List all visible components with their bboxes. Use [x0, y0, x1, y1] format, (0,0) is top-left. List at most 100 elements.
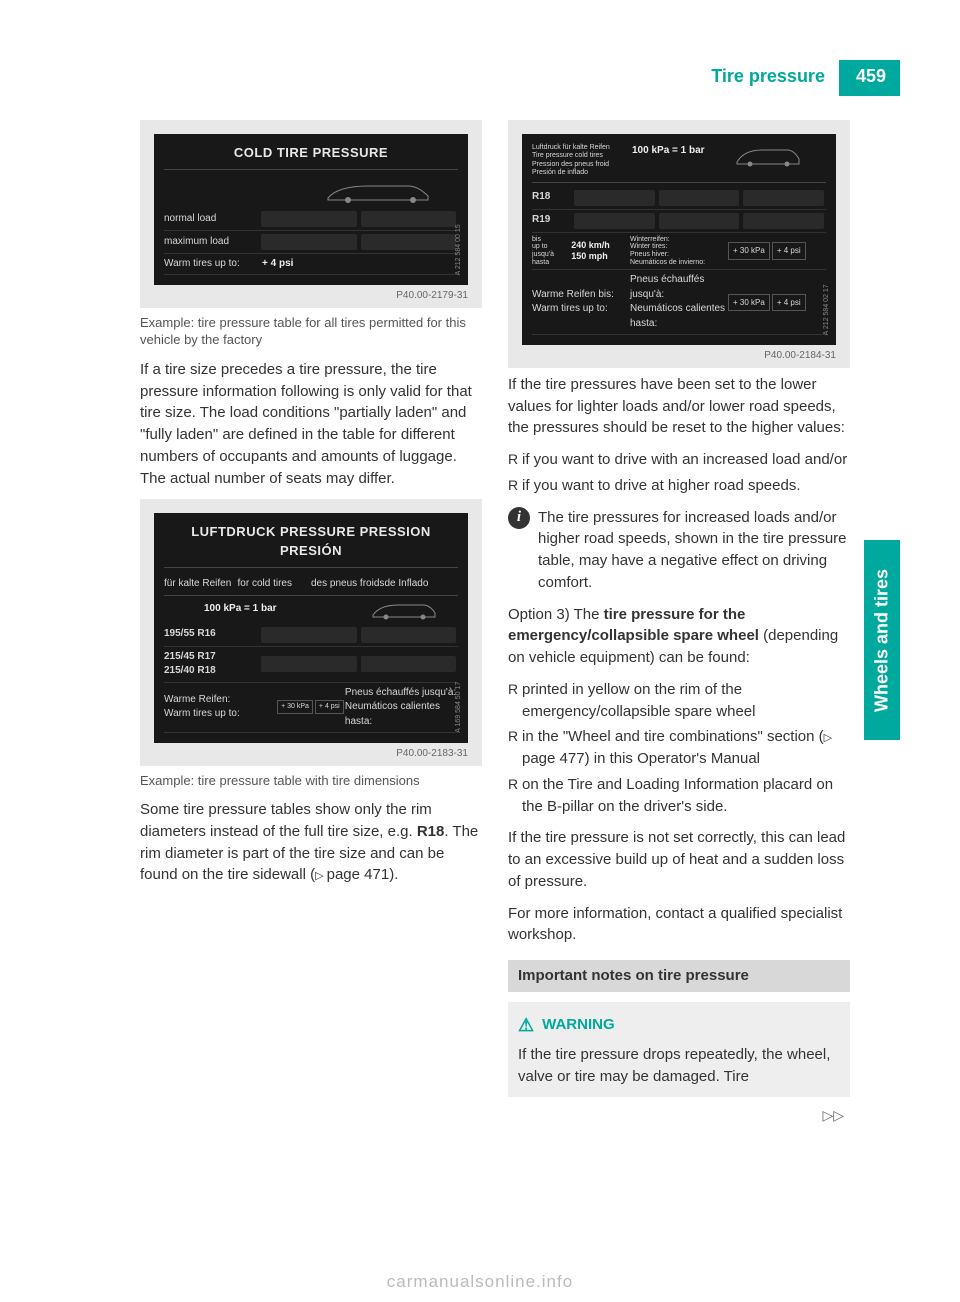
- value-box: [743, 190, 824, 206]
- figure3-size: R19: [532, 213, 572, 228]
- content-columns: COLD TIRE PRESSURE normal load: [0, 60, 960, 1126]
- value-box: [574, 213, 655, 229]
- list-item: on the Tire and Loading Information plac…: [508, 774, 850, 818]
- figure1-side-code: A 212 584 00 15: [454, 144, 464, 275]
- figure2-panel: LUFTDRUCK PRESSURE PRESSION PRESIÓN für …: [154, 513, 468, 743]
- figure1-code: P40.00-2179-31: [154, 285, 468, 304]
- figure1-title: COLD TIRE PRESSURE: [164, 144, 458, 170]
- figure1-row-max: maximum load: [164, 235, 259, 250]
- text: Some tire pressure tables show only the …: [140, 801, 432, 840]
- para-reset-higher: If the tire pressures have been set to t…: [508, 374, 850, 439]
- figure3-winter-label: Neumáticos de invierno:: [630, 259, 728, 267]
- figure-luftdruck: LUFTDRUCK PRESSURE PRESSION PRESIÓN für …: [140, 499, 482, 765]
- page-reference: page 471: [315, 866, 389, 883]
- list-item: printed in yellow on the rim of the emer…: [508, 679, 850, 723]
- footer-watermark: carmanualsonline.info: [0, 1272, 960, 1292]
- figure3-head: Pression des pneus froid: [532, 161, 626, 169]
- info-text: The tire pressures for increased loads a…: [538, 507, 850, 594]
- warning-triangle-icon: ⚠: [518, 1012, 534, 1038]
- warning-block: ⚠ WARNING If the tire pressure drops rep…: [508, 1002, 850, 1098]
- value-box: [261, 627, 356, 643]
- figure3-head: Tire pressure cold tires: [532, 152, 626, 160]
- para-more-info: For more information, contact a qualifie…: [508, 903, 850, 947]
- figure2-size: 215/45 R17: [164, 650, 259, 665]
- figure3-winter-label: Pneus hiver:: [630, 251, 728, 259]
- list-item: if you want to drive with an increased l…: [508, 449, 850, 471]
- page: Tire pressure 459 Wheels and tires COLD …: [0, 0, 960, 1302]
- figure3-warm-left: Warm tires up to:: [532, 302, 630, 317]
- text: in the "Wheel and tire combinations" sec…: [522, 728, 824, 745]
- figure2-warm-left: Warm tires up to:: [164, 707, 277, 722]
- figure3-panel: Luftdruck für kalte Reifen Tire pressure…: [522, 134, 836, 345]
- figure3-code: P40.00-2184-31: [522, 345, 836, 364]
- figure1-panel: COLD TIRE PRESSURE normal load: [154, 134, 468, 285]
- warning-text: If the tire pressure drops repeatedly, t…: [518, 1044, 840, 1088]
- figure2-title: LUFTDRUCK PRESSURE PRESSION PRESIÓN: [164, 523, 458, 568]
- value-box: [261, 211, 356, 227]
- value-box: [659, 213, 740, 229]
- figure2-warm-left: Warme Reifen:: [164, 693, 277, 708]
- header-page-number: 459: [842, 60, 900, 96]
- figure2-subhead: für kalte Reifen: [164, 577, 238, 592]
- figure2-side-code: A 169 584 50 17: [454, 523, 464, 733]
- figure-cold-tire-pressure: COLD TIRE PRESSURE normal load: [140, 120, 482, 308]
- figure2-code: P40.00-2183-31: [154, 743, 468, 762]
- list-item: if you want to drive at higher road spee…: [508, 475, 850, 497]
- figure2-size: 215/40 R18: [164, 664, 259, 679]
- value-box: [361, 211, 456, 227]
- continue-indicator-icon: ▷▷: [508, 1105, 850, 1125]
- figure3-speed-value: 240 km/h: [571, 240, 630, 251]
- para-option3: Option 3) The tire pressure for the emer…: [508, 604, 850, 669]
- figure3-head: Presión de inflado: [532, 169, 626, 177]
- header-bar: Tire pressure 459: [697, 60, 900, 96]
- header-title: Tire pressure: [697, 60, 842, 96]
- figure3-side-code: A 212 584 02 17: [822, 144, 832, 335]
- info-block: i The tire pressures for increased loads…: [508, 507, 850, 594]
- figure3-warm-val: + 30 kPa: [728, 242, 770, 260]
- left-column: COLD TIRE PRESSURE normal load: [140, 120, 482, 1126]
- figure2-subhead: for cold tires: [238, 577, 312, 592]
- warning-title: WARNING: [542, 1014, 615, 1036]
- value-box: [361, 627, 456, 643]
- car-silhouette-icon: [732, 144, 802, 168]
- value-box: [361, 234, 456, 250]
- figure2-size: 195/55 R16: [164, 627, 259, 642]
- para-rim-diameter: Some tire pressure tables show only the …: [140, 799, 482, 886]
- figure1-row-normal: normal load: [164, 212, 259, 227]
- value-box: [361, 656, 456, 672]
- right-column: Luftdruck für kalte Reifen Tire pressure…: [508, 120, 850, 1126]
- value-box: [261, 234, 356, 250]
- side-tab-label: Wheels and tires: [864, 540, 900, 740]
- car-silhouette-icon: [368, 600, 438, 620]
- figure2-warm-right: Neumáticos calientes hasta:: [345, 700, 458, 729]
- figure2-subhead: de Inflado: [385, 577, 459, 592]
- figure2-subhead: des pneus froids: [311, 577, 385, 592]
- value-box: [659, 190, 740, 206]
- figure3-warm-right: Neumáticos calientes hasta:: [630, 302, 728, 331]
- figure3-winter-label: Winter tires:: [630, 243, 728, 251]
- figure3-speed-label: jusqu'à: [532, 251, 571, 259]
- text: ) in this Operator's Manual: [585, 750, 760, 767]
- value-box: [261, 656, 356, 672]
- figure2-warm-right: Pneus échauffés jusqu'à:: [345, 686, 458, 701]
- figure3-size: R18: [532, 190, 572, 205]
- figure2-warm-val: + 30 kPa: [277, 700, 313, 714]
- list-item: in the "Wheel and tire combinations" sec…: [508, 726, 850, 770]
- text-bold: R18: [417, 823, 445, 840]
- figure1-warm-value: + 4 psi: [262, 257, 360, 272]
- para-tire-size-precedes: If a tire size precedes a tire pressure,…: [140, 359, 482, 490]
- figure3-warm-left: Warme Reifen bis:: [532, 288, 630, 303]
- figure1-caption: Example: tire pressure table for all tir…: [140, 314, 482, 349]
- para-not-set-correctly: If the tire pressure is not set correctl…: [508, 827, 850, 892]
- figure3-speed-label: bis: [532, 236, 571, 244]
- text: ).: [389, 866, 398, 883]
- warning-header: ⚠ WARNING: [518, 1012, 840, 1038]
- bullet-list-spare: printed in yellow on the rim of the emer…: [508, 679, 850, 818]
- figure3-winter-label: Winterreifen:: [630, 236, 728, 244]
- figure3-speed-label: up to: [532, 243, 571, 251]
- text: Option 3) The: [508, 606, 604, 623]
- figure2-kpa-bar: 100 kPa = 1 bar: [204, 602, 277, 617]
- figure3-head: Luftdruck für kalte Reifen: [532, 144, 626, 152]
- info-icon: i: [508, 507, 530, 529]
- figure-r18-r19: Luftdruck für kalte Reifen Tire pressure…: [508, 120, 850, 368]
